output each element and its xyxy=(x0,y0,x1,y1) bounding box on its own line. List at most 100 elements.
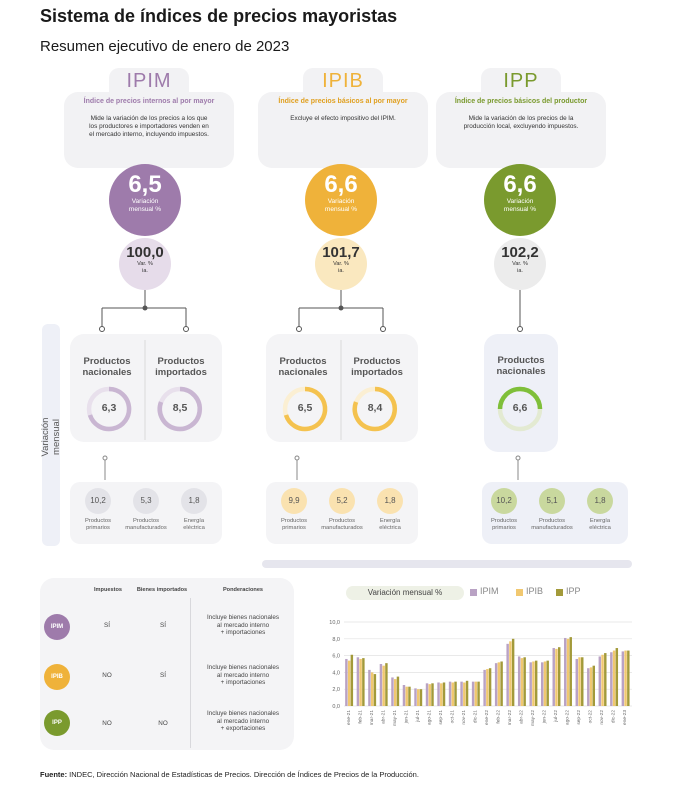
bar-ipib xyxy=(451,682,455,706)
index-card: Índice de precios internos al por mayor … xyxy=(64,92,234,168)
column-ipib: IPIB Índice de precios básicos al por ma… xyxy=(258,68,428,168)
monthly-variation-circle: 6,6 Variación mensual % xyxy=(305,164,377,236)
ring-value: 8,5 xyxy=(172,402,188,414)
y-tick-label: 2,0 xyxy=(332,687,340,693)
x-tick-label: dic-22 xyxy=(611,710,617,723)
x-tick-label: mar-22 xyxy=(507,710,513,726)
bar-ipim xyxy=(368,669,371,706)
bar-ipib xyxy=(601,654,604,706)
bar-ipib xyxy=(555,648,558,706)
bar-ipib xyxy=(486,669,489,706)
x-tick-label: mar-21 xyxy=(369,710,375,726)
bar-ipp xyxy=(581,657,584,706)
legend-swatch xyxy=(470,589,477,596)
monthly-variation-value: 6,6 xyxy=(503,171,537,198)
table-cell: NO xyxy=(102,672,112,679)
monthly-variation-label: Variación xyxy=(131,198,159,205)
bar-ipib xyxy=(417,689,420,706)
subcategory-circle: 5,3 xyxy=(133,488,159,514)
index-card: Índice de precios básicos al por mayor E… xyxy=(258,92,428,168)
source-note: Fuente: INDEC, Dirección Nacional de Est… xyxy=(40,770,419,779)
bar-ipp xyxy=(442,682,446,706)
card-title: Índice de precios básicos al por mayor xyxy=(278,98,408,105)
bar-ipp xyxy=(592,665,596,706)
yearly-variation-label: ia. xyxy=(517,267,523,274)
bar-ipib xyxy=(347,660,351,706)
ring-value: 8,4 xyxy=(367,402,383,414)
side-bar xyxy=(42,324,60,546)
bar-ipp xyxy=(373,674,377,706)
yearly-variation-label: ia. xyxy=(338,267,344,274)
bar-ipp xyxy=(385,663,388,706)
page-subtitle: Resumen ejecutivo de enero de 2023 xyxy=(40,38,290,55)
x-tick-label: nov-21 xyxy=(461,710,467,725)
bar-ipib xyxy=(463,682,466,706)
yearly-variation-value: 101,7 xyxy=(322,244,360,261)
subcategory-circle: 1,8 xyxy=(377,488,403,514)
bar-ipp xyxy=(488,668,492,706)
subcategory-label: Productos primarios xyxy=(84,518,112,531)
bar-ipim xyxy=(517,656,521,706)
column-ipim: IPIM Índice de precios internos al por m… xyxy=(64,68,234,168)
table-header: Bienes importados xyxy=(136,587,188,593)
bar-ipim xyxy=(402,685,406,706)
bar-ipib xyxy=(474,681,478,706)
ring-value: 6,5 xyxy=(297,402,313,414)
page-title: Sistema de índices de precios mayoristas xyxy=(40,6,398,26)
bar-ipim xyxy=(587,668,590,706)
bar-ipib xyxy=(532,661,535,706)
bar-ipib xyxy=(428,684,431,706)
yearly-variation-value: 100,0 xyxy=(126,244,164,261)
bar-ipib xyxy=(382,665,385,706)
subcategory-label: Productos manufacturados xyxy=(125,518,167,531)
legend-label: IPIB xyxy=(526,586,544,596)
x-tick-label: abr-22 xyxy=(519,710,525,724)
yearly-variation-label: Var. % xyxy=(512,261,528,267)
bar-ipim xyxy=(552,648,555,706)
bar-ipib xyxy=(566,638,570,706)
table-cell: Incluye bienes nacionales al mercado inte… xyxy=(206,664,280,686)
bar-ipp xyxy=(362,658,365,706)
comparison-table: Impuestos Bienes importados Ponderacione… xyxy=(40,578,294,750)
bar-ipp xyxy=(627,650,630,706)
bar-ipp xyxy=(465,680,469,706)
subcategory-circle: 5,2 xyxy=(329,488,355,514)
bar-ipp xyxy=(350,654,354,706)
bar-ipib xyxy=(543,661,547,706)
table-cell: SÍ xyxy=(104,622,110,629)
table-cell: Incluye bienes nacionales al mercado inte… xyxy=(206,614,280,636)
monthly-variation-circle: 6,5 Variación mensual % xyxy=(109,164,181,236)
card-line: Mide la variación de los precios a los q… xyxy=(90,115,208,122)
monthly-variation-label: mensual % xyxy=(503,206,537,213)
y-tick-label: 0,0 xyxy=(332,704,340,710)
product-label: Productos nacionales xyxy=(496,355,546,377)
yearly-variation-circle: 102,2 Var. % ia. xyxy=(494,238,546,290)
subcategory-label: Productos manufacturados xyxy=(531,518,573,531)
table-cell: NO xyxy=(158,720,168,727)
x-tick-label: oct-22 xyxy=(588,710,594,724)
bar-ipp xyxy=(419,689,423,706)
y-tick-label: 10,0 xyxy=(329,620,340,626)
subcategory-label: Energía eléctrica xyxy=(183,518,205,531)
bar-ipim xyxy=(529,662,532,706)
table-cell: SÍ xyxy=(160,622,166,629)
bar-ipp xyxy=(523,657,526,706)
bar-ipp xyxy=(454,681,457,706)
x-tick-label: ene-22 xyxy=(484,710,490,725)
x-tick-label: jun-21 xyxy=(403,710,409,725)
subcategory-circle: 10,2 xyxy=(85,488,111,514)
panel-dividers xyxy=(144,340,342,440)
x-tick-label: may-22 xyxy=(530,710,536,726)
card-line: Mide la variación de los precios de la xyxy=(468,115,574,122)
ring-value: 6,6 xyxy=(512,402,528,414)
yearly-variation-circle: 101,7 Var. % ia. xyxy=(315,238,367,290)
x-tick-label: ago-21 xyxy=(426,710,432,725)
x-tick-label: ene-23 xyxy=(622,710,628,725)
legend-swatch xyxy=(556,589,563,596)
bar-ipim xyxy=(575,658,578,706)
bar-ipp xyxy=(431,683,434,706)
monthly-variation-label: Variación xyxy=(506,198,534,205)
bar-ipim xyxy=(621,651,625,706)
x-tick-label: oct-21 xyxy=(449,710,455,724)
card-line: producción local, excluyendo impuestos. xyxy=(463,123,579,131)
